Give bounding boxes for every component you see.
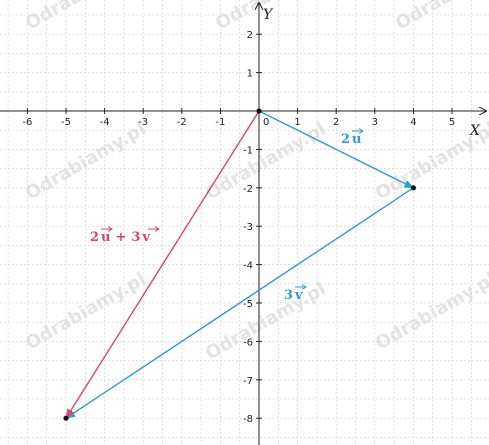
watermark-layer: Odrabiamy.pl Odrabiamy.pl Odrabiamy.pl Odra… <box>22 0 489 364</box>
axes: X Y 0 <box>0 3 486 445</box>
y-tick-labels: 2 1 -1 -2 -3 -4 -5 -6 -7 -8 <box>243 30 262 425</box>
watermark-text: Odrabiamy.pl <box>202 279 330 365</box>
x-tick-label: -5 <box>61 117 71 128</box>
x-tick-label: 4 <box>410 117 416 128</box>
y-tick-label: -5 <box>243 299 253 310</box>
y-tick-label: -7 <box>243 376 253 387</box>
vector-2u <box>258 110 415 189</box>
y-tick-label: -1 <box>243 145 253 156</box>
y-tick-label: -2 <box>243 184 253 195</box>
x-tick-label: -3 <box>138 117 148 128</box>
watermark-text: Odrabiamy.pl <box>392 0 489 34</box>
x-tick-label: 2 <box>333 117 339 128</box>
label-2u-plus-3v: 2 u +3 v <box>90 226 160 245</box>
point-marker <box>63 415 69 421</box>
y-tick-label: 1 <box>247 69 253 80</box>
y-tick-label: -6 <box>243 337 253 348</box>
svg-text:2u: 2u <box>341 132 362 147</box>
watermark-text: Odrabiamy.pl <box>22 0 150 34</box>
watermark-text: Odrabiamy.pl <box>202 119 330 205</box>
x-tick-label: -6 <box>22 117 32 128</box>
point-marker <box>410 185 416 191</box>
origin-label: 0 <box>263 117 269 128</box>
x-tick-label: 5 <box>449 117 455 128</box>
x-tick-label: 1 <box>294 117 300 128</box>
x-axis-name: X <box>469 123 481 139</box>
x-tick-labels: -6 -5 -4 -3 -2 -1 1 2 3 4 5 <box>22 108 455 128</box>
y-tick-label: -8 <box>243 414 253 425</box>
x-tick-label: -2 <box>177 117 187 128</box>
y-tick-label: -3 <box>243 222 253 233</box>
vector-2u-plus-3v <box>65 110 260 420</box>
x-tick-label: 3 <box>372 117 378 128</box>
y-tick-label: 2 <box>247 30 253 41</box>
watermark-text: Odrabiamy.pl <box>212 0 340 34</box>
vector-3v <box>65 187 414 419</box>
y-axis-name: Y <box>263 7 274 23</box>
points <box>63 108 416 421</box>
point-marker <box>256 108 262 114</box>
svg-text:2u+3v: 2 u +3 v <box>90 230 150 245</box>
label-2u-u: u <box>352 132 361 147</box>
x-tick-label: -4 <box>100 117 110 128</box>
x-tick-label: -1 <box>215 117 225 128</box>
vectors <box>65 110 415 420</box>
watermark-text: Odrabiamy.pl <box>22 119 150 205</box>
y-tick-label: -4 <box>243 261 253 272</box>
